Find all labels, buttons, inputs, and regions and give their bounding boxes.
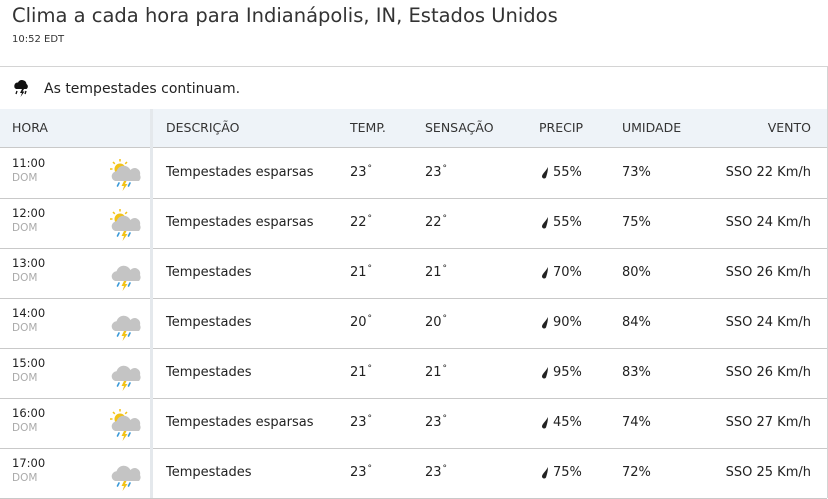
precipitation: 90% bbox=[540, 315, 582, 330]
column-descricao: DESCRIÇÃO bbox=[166, 120, 240, 135]
hour-day: DOM bbox=[12, 222, 38, 234]
column-vento: VENTO bbox=[767, 120, 811, 135]
temperature: 21° bbox=[350, 364, 373, 380]
description: Tempestades bbox=[166, 365, 252, 380]
table-row: 14:00 DOM Tempestades 20° 20° 90% 84% SS… bbox=[0, 298, 827, 349]
raindrop-icon bbox=[541, 316, 548, 328]
column-sensacao: SENSAÇÃO bbox=[425, 120, 494, 135]
thunderstorms-icon bbox=[105, 456, 145, 492]
temperature: 23° bbox=[350, 414, 373, 430]
table-row: 11:00 DOM Tempestades esparsas 23° 23° 5… bbox=[0, 148, 827, 199]
column-hora: HORA bbox=[12, 120, 48, 135]
alert-text: As tempestades continuam. bbox=[44, 81, 241, 97]
humidity: 74% bbox=[622, 415, 651, 430]
thunderstorms-icon bbox=[105, 356, 145, 392]
hour-time: 16:00 bbox=[12, 406, 46, 420]
temperature: 23° bbox=[350, 164, 373, 180]
column-umidade: UMIDADE bbox=[622, 120, 682, 135]
weather-alert: As tempestades continuam. bbox=[12, 78, 240, 100]
temperature: 22° bbox=[350, 214, 373, 230]
temperature: 21° bbox=[350, 264, 373, 280]
scattered-thunderstorms-icon bbox=[105, 156, 145, 192]
table-row: 17:00 DOM Tempestades 23° 23° 75% 72% SS… bbox=[0, 448, 827, 499]
feels-like: 23° bbox=[425, 164, 448, 180]
humidity: 75% bbox=[622, 215, 651, 230]
raindrop-icon bbox=[541, 216, 548, 228]
table-row: 16:00 DOM Tempestades esparsas 23° 23° 4… bbox=[0, 398, 827, 449]
hour-time: 14:00 bbox=[12, 306, 46, 320]
hour-day: DOM bbox=[12, 372, 38, 384]
header-divider bbox=[0, 66, 828, 67]
precipitation: 75% bbox=[540, 465, 582, 480]
hour-time: 13:00 bbox=[12, 256, 46, 270]
table-header: HORA DESCRIÇÃO TEMP. SENSAÇÃO PRECIP UMI… bbox=[0, 109, 827, 148]
table-row: 15:00 DOM Tempestades 21° 21° 95% 83% SS… bbox=[0, 348, 827, 399]
page-title: Clima a cada hora para Indianápolis, IN,… bbox=[12, 4, 558, 27]
temperature: 20° bbox=[350, 314, 373, 330]
wind: SSO 24 Km/h bbox=[725, 315, 811, 330]
storm-cloud-icon bbox=[14, 80, 28, 97]
thunderstorms-icon bbox=[105, 256, 145, 292]
hour-day: DOM bbox=[12, 472, 38, 484]
column-divider bbox=[150, 109, 153, 498]
hour-day: DOM bbox=[12, 172, 38, 184]
humidity: 73% bbox=[622, 165, 651, 180]
precipitation: 55% bbox=[540, 165, 582, 180]
humidity: 84% bbox=[622, 315, 651, 330]
description: Tempestades bbox=[166, 465, 252, 480]
description: Tempestades esparsas bbox=[166, 215, 314, 230]
wind: SSO 27 Km/h bbox=[725, 415, 811, 430]
feels-like: 21° bbox=[425, 364, 448, 380]
feels-like: 21° bbox=[425, 264, 448, 280]
hour-day: DOM bbox=[12, 422, 38, 434]
raindrop-icon bbox=[541, 366, 548, 378]
precipitation: 55% bbox=[540, 215, 582, 230]
wind: SSO 26 Km/h bbox=[725, 265, 811, 280]
humidity: 83% bbox=[622, 365, 651, 380]
description: Tempestades esparsas bbox=[166, 415, 314, 430]
humidity: 72% bbox=[622, 465, 651, 480]
updated-time: 10:52 EDT bbox=[12, 34, 65, 45]
hour-time: 15:00 bbox=[12, 356, 46, 370]
wind: SSO 26 Km/h bbox=[725, 365, 811, 380]
column-precip: PRECIP bbox=[539, 120, 584, 135]
precipitation: 70% bbox=[540, 265, 582, 280]
humidity: 80% bbox=[622, 265, 651, 280]
raindrop-icon bbox=[541, 416, 548, 428]
column-temp: TEMP. bbox=[350, 120, 386, 135]
precipitation: 45% bbox=[540, 415, 582, 430]
hour-day: DOM bbox=[12, 272, 38, 284]
raindrop-icon bbox=[541, 466, 548, 478]
description: Tempestades bbox=[166, 315, 252, 330]
wind: SSO 25 Km/h bbox=[725, 465, 811, 480]
table-row: 13:00 DOM Tempestades 21° 21° 70% 80% SS… bbox=[0, 248, 827, 299]
feels-like: 22° bbox=[425, 214, 448, 230]
hour-time: 17:00 bbox=[12, 456, 46, 470]
thunderstorms-icon bbox=[105, 306, 145, 342]
precipitation: 95% bbox=[540, 365, 582, 380]
temperature: 23° bbox=[350, 464, 373, 480]
wind: SSO 22 Km/h bbox=[725, 165, 811, 180]
feels-like: 23° bbox=[425, 414, 448, 430]
hour-time: 11:00 bbox=[12, 156, 46, 170]
raindrop-icon bbox=[541, 166, 548, 178]
feels-like: 20° bbox=[425, 314, 448, 330]
description: Tempestades bbox=[166, 265, 252, 280]
table-row: 12:00 DOM Tempestades esparsas 22° 22° 5… bbox=[0, 198, 827, 249]
scattered-thunderstorms-icon bbox=[105, 406, 145, 442]
raindrop-icon bbox=[541, 266, 548, 278]
wind: SSO 24 Km/h bbox=[725, 215, 811, 230]
description: Tempestades esparsas bbox=[166, 165, 314, 180]
scattered-thunderstorms-icon bbox=[105, 206, 145, 242]
hour-day: DOM bbox=[12, 322, 38, 334]
hour-time: 12:00 bbox=[12, 206, 46, 220]
feels-like: 23° bbox=[425, 464, 448, 480]
